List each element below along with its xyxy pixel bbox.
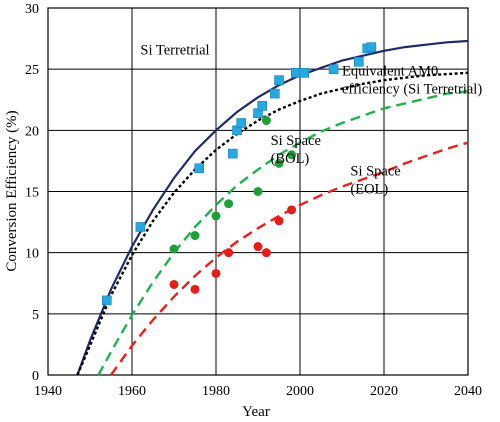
circle-marker bbox=[253, 242, 263, 252]
circle-marker bbox=[190, 231, 200, 241]
circle-marker bbox=[261, 248, 271, 258]
x-axis-ticks: 1940 1960 1980 2000 2020 2040 bbox=[34, 384, 482, 399]
x-tick-label: 1940 bbox=[34, 384, 62, 399]
y-tick-label: 20 bbox=[25, 124, 39, 139]
annotation-line: Si Space bbox=[271, 133, 321, 149]
x-tick-label: 1960 bbox=[118, 384, 146, 399]
annotation-line: Equivalent AM0 bbox=[342, 63, 438, 79]
y-axis-title: Conversion Efficiency (%) bbox=[4, 110, 20, 271]
circle-marker bbox=[169, 244, 179, 254]
series-line-1 bbox=[76, 71, 469, 376]
x-tick-label: 1980 bbox=[202, 384, 230, 399]
x-axis-title: Year bbox=[242, 404, 270, 420]
x-tick-label: 2040 bbox=[454, 384, 482, 399]
circle-marker bbox=[287, 205, 297, 215]
annotation-line: efficiency (Si Terretrial) bbox=[342, 81, 482, 97]
circle-marker bbox=[169, 279, 179, 289]
annotations: Si Terretrial Equivalent AM0 efficiency (S… bbox=[140, 42, 482, 197]
annotation-label: Si Terretrial bbox=[140, 42, 209, 58]
square-marker bbox=[299, 68, 310, 78]
y-tick-label: 30 bbox=[25, 2, 39, 17]
circle-marker bbox=[274, 158, 284, 168]
square-marker bbox=[274, 75, 284, 85]
square-marker bbox=[194, 163, 204, 174]
y-tick-label: 10 bbox=[25, 247, 39, 262]
circle-marker bbox=[211, 211, 221, 221]
y-axis-ticks: 0 5 10 15 20 25 30 bbox=[25, 2, 39, 384]
square-marker bbox=[328, 64, 339, 74]
circle-marker bbox=[224, 199, 234, 209]
square-marker bbox=[102, 295, 112, 306]
y-tick-label: 25 bbox=[25, 63, 39, 78]
annotation-label: Si Space (BOL) bbox=[271, 133, 321, 167]
data-markers bbox=[102, 42, 377, 306]
square-marker bbox=[290, 68, 301, 78]
y-tick-label: 15 bbox=[25, 186, 39, 201]
annotation-label: Equivalent AM0 efficiency (Si Terretrial) bbox=[342, 63, 482, 97]
annotation-label: Si Space (EOL) bbox=[350, 164, 400, 198]
series-line-2 bbox=[97, 90, 469, 376]
y-tick-label: 0 bbox=[32, 369, 39, 384]
square-marker bbox=[135, 222, 146, 232]
circle-marker bbox=[253, 187, 263, 196]
x-tick-label: 2000 bbox=[286, 384, 314, 399]
circle-marker bbox=[261, 116, 271, 126]
circle-marker bbox=[211, 268, 221, 278]
circle-marker bbox=[274, 216, 284, 226]
x-tick-label: 2020 bbox=[370, 384, 398, 399]
square-marker bbox=[257, 101, 268, 111]
circle-marker bbox=[287, 150, 297, 160]
square-marker bbox=[228, 148, 238, 159]
square-marker bbox=[353, 57, 364, 67]
annotation-line: (EOL) bbox=[350, 182, 388, 198]
square-marker bbox=[366, 42, 377, 52]
circle-marker bbox=[190, 284, 200, 294]
circle-marker bbox=[224, 248, 234, 258]
annotation-line: Si Terretrial bbox=[140, 42, 209, 58]
square-marker bbox=[236, 118, 246, 128]
square-marker bbox=[269, 88, 280, 99]
series-line-0 bbox=[76, 39, 469, 376]
annotation-line: Si Space bbox=[350, 164, 400, 180]
annotation-line: (BOL) bbox=[271, 151, 310, 167]
y-tick-label: 5 bbox=[32, 308, 39, 323]
